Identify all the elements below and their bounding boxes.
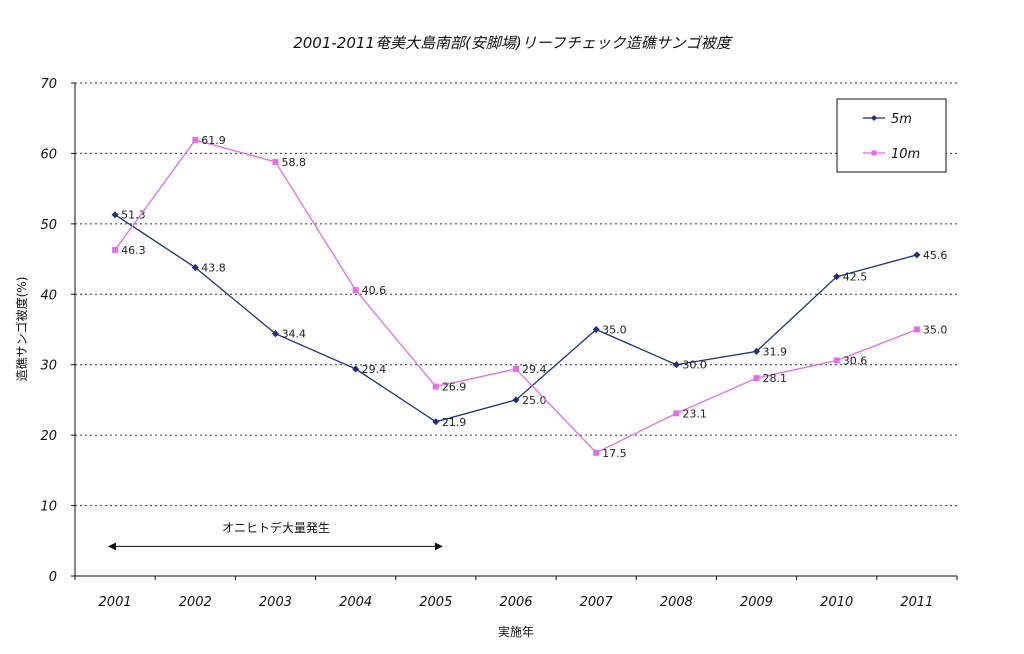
data-label-10m-2006: 29.4 [522, 363, 547, 376]
y-tick-label-20: 20 [40, 429, 57, 444]
data-label-5m-2011: 45.6 [923, 249, 948, 262]
data-point-5m-2010 [833, 273, 841, 281]
data-label-10m-2002: 61.9 [201, 134, 226, 147]
data-point-10m-2011 [913, 326, 920, 333]
data-point-10m-2002 [192, 137, 199, 144]
legend-label-5m: 5m [891, 112, 912, 127]
data-label-5m-2005: 21.9 [442, 416, 467, 429]
x-tick-label-2010: 2010 [820, 595, 853, 610]
data-point-5m-2002 [191, 264, 199, 272]
y-tick-label-70: 70 [40, 77, 57, 92]
legend-swatch-marker-10m [871, 150, 877, 156]
x-tick-label-2002: 2002 [179, 595, 212, 610]
data-label-5m-2006: 25.0 [522, 394, 547, 407]
data-label-10m-2011: 35.0 [923, 324, 948, 337]
data-label-10m-2001: 46.3 [121, 244, 146, 257]
data-point-5m-2006 [512, 396, 520, 404]
series-5m: 51.3 43.8 34.4 29.4 21.9 25.0 35.0 30.0 31.9 42.5… [111, 209, 948, 429]
series-layer: 51.3 43.8 34.4 29.4 21.9 25.0 35.0 30.0 31.9 42.5… [111, 134, 948, 460]
data-label-10m-2009: 28.1 [763, 372, 788, 385]
data-label-10m-2008: 23.1 [682, 407, 707, 420]
data-point-5m-2001 [111, 211, 119, 219]
y-axis-ticks: 0 10 20 30 40 50 60 70 [40, 77, 57, 585]
x-axis-label: 実施年 [498, 624, 534, 639]
x-tick-label-2005: 2005 [419, 595, 452, 610]
data-point-10m-2005 [432, 383, 439, 390]
gridlines [75, 82, 957, 507]
data-label-10m-2003: 58.8 [281, 156, 306, 169]
data-label-5m-2008: 30.0 [682, 359, 707, 372]
series-line-10m [114, 139, 918, 454]
y-tick-label-60: 60 [40, 147, 57, 162]
y-tick-label-30: 30 [40, 359, 57, 374]
data-point-10m-2009 [753, 375, 760, 382]
data-label-5m-2002: 43.8 [201, 262, 226, 275]
x-tick-label-2008: 2008 [660, 595, 693, 610]
data-point-10m-2008 [673, 410, 680, 417]
annotation-text: オニヒトデ大量発生 [222, 520, 330, 535]
x-tick-label-2011: 2011 [900, 595, 933, 610]
x-tick-label-2004: 2004 [339, 595, 372, 610]
y-tick-label-50: 50 [40, 218, 57, 233]
data-label-5m-2007: 35.0 [602, 324, 627, 337]
data-label-10m-2007: 17.5 [602, 447, 627, 460]
data-point-5m-2011 [913, 251, 921, 259]
data-label-5m-2001: 51.3 [121, 209, 146, 222]
x-axis-ticks: 2001 2002 2003 2004 2005 2006 2007 2008 2009 2010… [99, 595, 934, 610]
y-tick-label-10: 10 [40, 500, 57, 515]
data-label-10m-2005: 26.9 [442, 381, 467, 394]
annotation-group: オニヒトデ大量発生 [108, 520, 443, 551]
y-tick-label-40: 40 [40, 288, 57, 303]
legend: 5m 10m [836, 98, 947, 173]
series-line-5m [114, 214, 918, 423]
x-tick-label-2009: 2009 [740, 595, 773, 610]
x-tick-label-2003: 2003 [259, 595, 292, 610]
data-point-5m-2003 [271, 330, 279, 338]
x-tick-label-2007: 2007 [580, 595, 614, 610]
data-point-10m-2001 [112, 246, 119, 253]
data-point-10m-2006 [513, 365, 519, 372]
data-point-5m-2007 [592, 326, 600, 333]
series-10m: 46.3 61.9 58.8 40.6 26.9 29.4 17.5 23.1 28.1 30.6… [112, 134, 947, 460]
data-label-5m-2003: 34.4 [281, 328, 306, 341]
data-point-10m-2010 [833, 357, 840, 364]
data-label-5m-2010: 42.5 [843, 271, 868, 284]
data-point-10m-2004 [352, 287, 359, 294]
data-point-10m-2007 [593, 449, 600, 456]
y-tick-label-0: 0 [49, 570, 57, 585]
data-label-10m-2010: 30.6 [843, 354, 868, 367]
legend-swatch-marker-5m [871, 115, 877, 121]
data-point-5m-2009 [753, 347, 761, 355]
legend-label-10m: 10m [891, 147, 920, 162]
data-label-5m-2009: 31.9 [763, 345, 788, 358]
y-axis-label: 造礁サンゴ被度(%) [14, 277, 29, 382]
x-tick-label-2001: 2001 [99, 595, 132, 610]
data-point-5m-2008 [672, 361, 680, 369]
x-tick-label-2006: 2006 [499, 595, 532, 610]
legend-box [836, 98, 947, 173]
data-point-5m-2004 [352, 365, 360, 373]
chart-title: 2001-2011奄美大島南部(安脚場)リーフチェック造礁サンゴ被度 [293, 34, 733, 52]
data-label-5m-2004: 29.4 [362, 363, 387, 376]
data-point-5m-2005 [432, 418, 440, 426]
data-label-10m-2004: 40.6 [362, 284, 387, 297]
axes [71, 82, 958, 580]
data-point-10m-2003 [272, 158, 279, 165]
